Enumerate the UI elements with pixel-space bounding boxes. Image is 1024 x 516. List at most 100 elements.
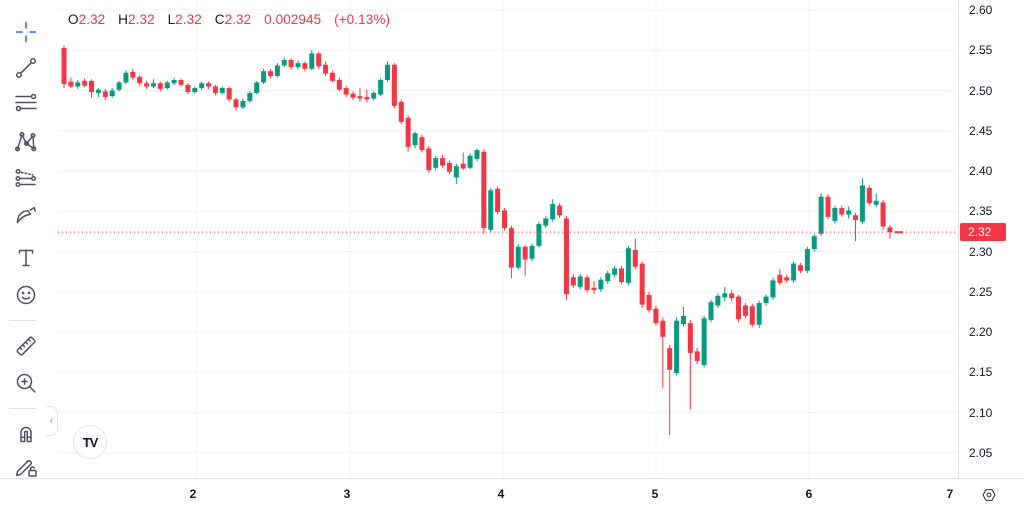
horizontal-lines-tool-button[interactable] bbox=[10, 87, 42, 119]
candle-body bbox=[619, 268, 625, 283]
toolbar-divider bbox=[9, 320, 37, 321]
ruler-tool-button[interactable] bbox=[10, 330, 42, 362]
candle-body bbox=[102, 91, 108, 97]
candle-body bbox=[460, 163, 466, 169]
candle-body bbox=[880, 202, 886, 227]
brush-icon bbox=[16, 206, 37, 224]
candle-body bbox=[247, 92, 253, 101]
candle-body bbox=[804, 249, 810, 271]
candle-body bbox=[316, 53, 322, 67]
candle-body bbox=[123, 72, 129, 83]
candle-body bbox=[639, 263, 645, 305]
candle-body bbox=[274, 65, 280, 77]
candle-body bbox=[791, 263, 797, 281]
candle-body bbox=[212, 86, 218, 93]
time-axis-label: 2 bbox=[189, 487, 197, 501]
candle-body bbox=[412, 133, 418, 146]
axis-settings-button[interactable] bbox=[979, 485, 999, 505]
candle-body bbox=[515, 246, 521, 268]
close-value: 2.32 bbox=[224, 12, 252, 27]
candle-body bbox=[770, 280, 776, 298]
price-axis-label: 2.05 bbox=[969, 445, 993, 460]
candle-body bbox=[144, 83, 150, 87]
candle-body bbox=[405, 117, 411, 147]
candle-body bbox=[866, 187, 872, 204]
candle-body bbox=[481, 151, 487, 229]
trend-line-tool-button[interactable] bbox=[10, 52, 42, 84]
price-axis-label: 2.50 bbox=[969, 83, 993, 98]
chart-canvas[interactable] bbox=[0, 0, 958, 478]
candle-body bbox=[178, 80, 184, 85]
magnet-icon bbox=[20, 426, 32, 443]
crosshair-tool-button[interactable] bbox=[10, 16, 42, 48]
candle-body bbox=[522, 246, 528, 260]
candle-body bbox=[185, 84, 191, 93]
price-axis-label: 2.15 bbox=[969, 365, 993, 380]
candle-body bbox=[797, 265, 803, 271]
candle-body bbox=[763, 296, 769, 304]
candle-body bbox=[130, 71, 136, 78]
candle-body bbox=[873, 200, 879, 205]
emoji-tool-button[interactable] bbox=[10, 279, 42, 311]
price-axis-label: 2.10 bbox=[969, 405, 993, 420]
draw-lock-tool-button[interactable] bbox=[10, 450, 42, 482]
candle-body bbox=[336, 80, 342, 90]
candle-body bbox=[164, 82, 170, 89]
candle-body bbox=[433, 158, 439, 168]
candle-body bbox=[109, 90, 115, 97]
candle-body bbox=[398, 101, 404, 122]
time-axis-label: 4 bbox=[497, 487, 505, 501]
candle-body bbox=[391, 64, 397, 106]
price-axis-label: 2.45 bbox=[969, 123, 993, 138]
text-tool-button[interactable] bbox=[10, 242, 42, 274]
candle-body bbox=[150, 83, 156, 87]
candle-body bbox=[508, 228, 514, 268]
price-axis[interactable]: 2.60 2.55 2.50 2.45 2.40 2.35 2.30 2.25 2.20 2.15… bbox=[958, 0, 1024, 478]
price-axis-label: 2.60 bbox=[969, 3, 993, 17]
candle-body bbox=[598, 279, 604, 290]
candle-body bbox=[95, 89, 101, 93]
candle-body bbox=[550, 204, 556, 220]
candle-body bbox=[832, 208, 838, 221]
price-axis-label: 2.40 bbox=[969, 164, 993, 178]
tradingview-logo[interactable]: TV bbox=[73, 425, 107, 459]
time-axis[interactable]: 2 3 4 5 6 7 bbox=[0, 478, 1024, 516]
candle-body bbox=[722, 293, 728, 298]
candle-body bbox=[632, 249, 638, 267]
candle-body bbox=[192, 88, 198, 93]
xabcd-pattern-tool-button[interactable] bbox=[10, 126, 42, 158]
candle-body bbox=[557, 205, 563, 216]
ohlc-legend: O2.32 H2.32 L2.32 C2.32 0.002945 (+0.13%… bbox=[68, 12, 399, 27]
magnet-tool-button[interactable] bbox=[10, 418, 42, 450]
trend-line-icon bbox=[15, 57, 37, 79]
candle-body bbox=[171, 80, 177, 84]
projection-tool-button[interactable] bbox=[10, 162, 42, 194]
toolbar-collapse-tab[interactable]: ‹ bbox=[46, 406, 58, 436]
candle-body bbox=[267, 71, 273, 77]
candle-body bbox=[281, 59, 287, 66]
candle-body bbox=[199, 83, 205, 89]
chevron-left-icon: ‹ bbox=[49, 415, 54, 427]
open-value: 2.32 bbox=[78, 12, 106, 27]
candle-body bbox=[653, 308, 659, 324]
candle-body bbox=[811, 236, 817, 250]
candle-body bbox=[887, 227, 893, 233]
candle-body bbox=[646, 294, 652, 311]
candle-body bbox=[295, 63, 301, 68]
candle-body bbox=[625, 248, 631, 283]
zoom-in-tool-button[interactable] bbox=[10, 367, 42, 399]
ruler-icon bbox=[16, 336, 36, 356]
candle-body bbox=[488, 190, 494, 230]
candle-body bbox=[329, 72, 335, 81]
brush-tool-button[interactable] bbox=[10, 199, 42, 231]
candle-body bbox=[495, 188, 501, 213]
candle-body bbox=[453, 166, 459, 178]
zoom-in-icon bbox=[16, 373, 36, 393]
candle-body bbox=[61, 47, 67, 85]
candle-body bbox=[82, 80, 88, 86]
candle-body bbox=[536, 224, 542, 246]
text-icon bbox=[18, 249, 34, 267]
candle-body bbox=[756, 303, 762, 325]
candle-body bbox=[157, 83, 163, 89]
